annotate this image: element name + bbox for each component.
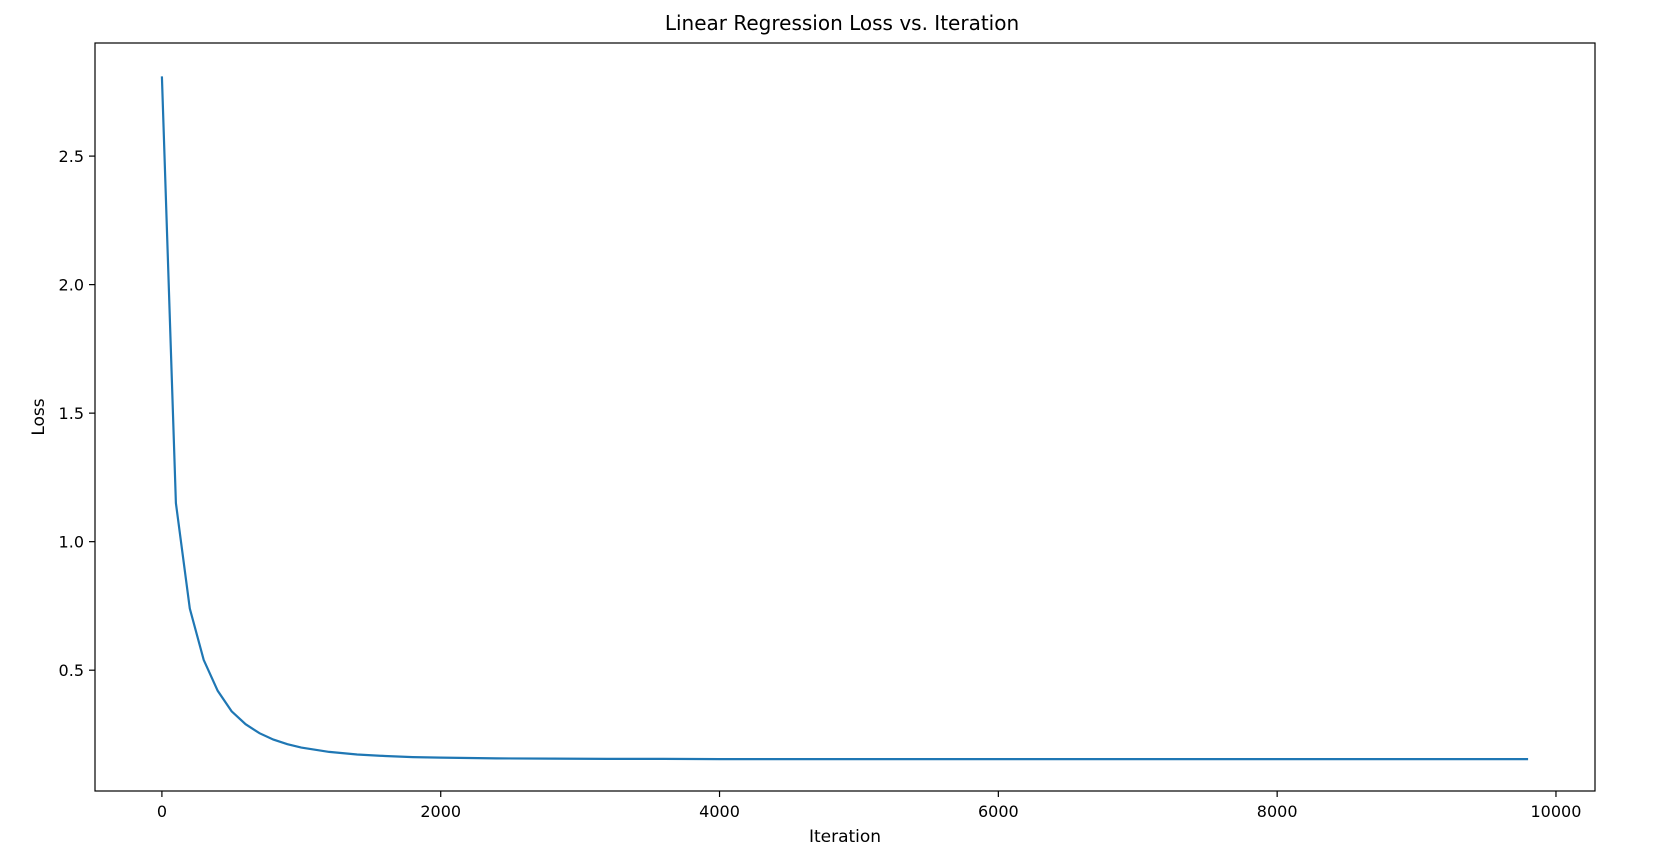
chart-title: Linear Regression Loss vs. Iteration [665, 11, 1019, 35]
x-tick-label: 6000 [978, 802, 1019, 821]
x-axis: 0 2000 4000 6000 8000 10000 [157, 791, 1582, 821]
plot-area [94, 42, 1596, 792]
y-axis: 0.5 1.0 1.5 2.0 2.5 [59, 147, 95, 680]
x-tick-label: 2000 [420, 802, 461, 821]
y-tick-label: 2.0 [59, 276, 84, 295]
loss-series-line [160, 76, 1529, 761]
y-tick-label: 1.0 [59, 533, 84, 552]
x-tick-label: 4000 [699, 802, 740, 821]
y-tick-label: 1.5 [59, 404, 84, 423]
x-axis-label: Iteration [809, 827, 881, 843]
x-tick-label: 10000 [1531, 802, 1582, 821]
y-axis-label: Loss [29, 398, 49, 435]
y-tick-label: 0.5 [59, 661, 84, 680]
x-tick-label: 0 [157, 802, 167, 821]
y-tick-label: 2.5 [59, 147, 84, 166]
x-tick-label: 8000 [1257, 802, 1298, 821]
